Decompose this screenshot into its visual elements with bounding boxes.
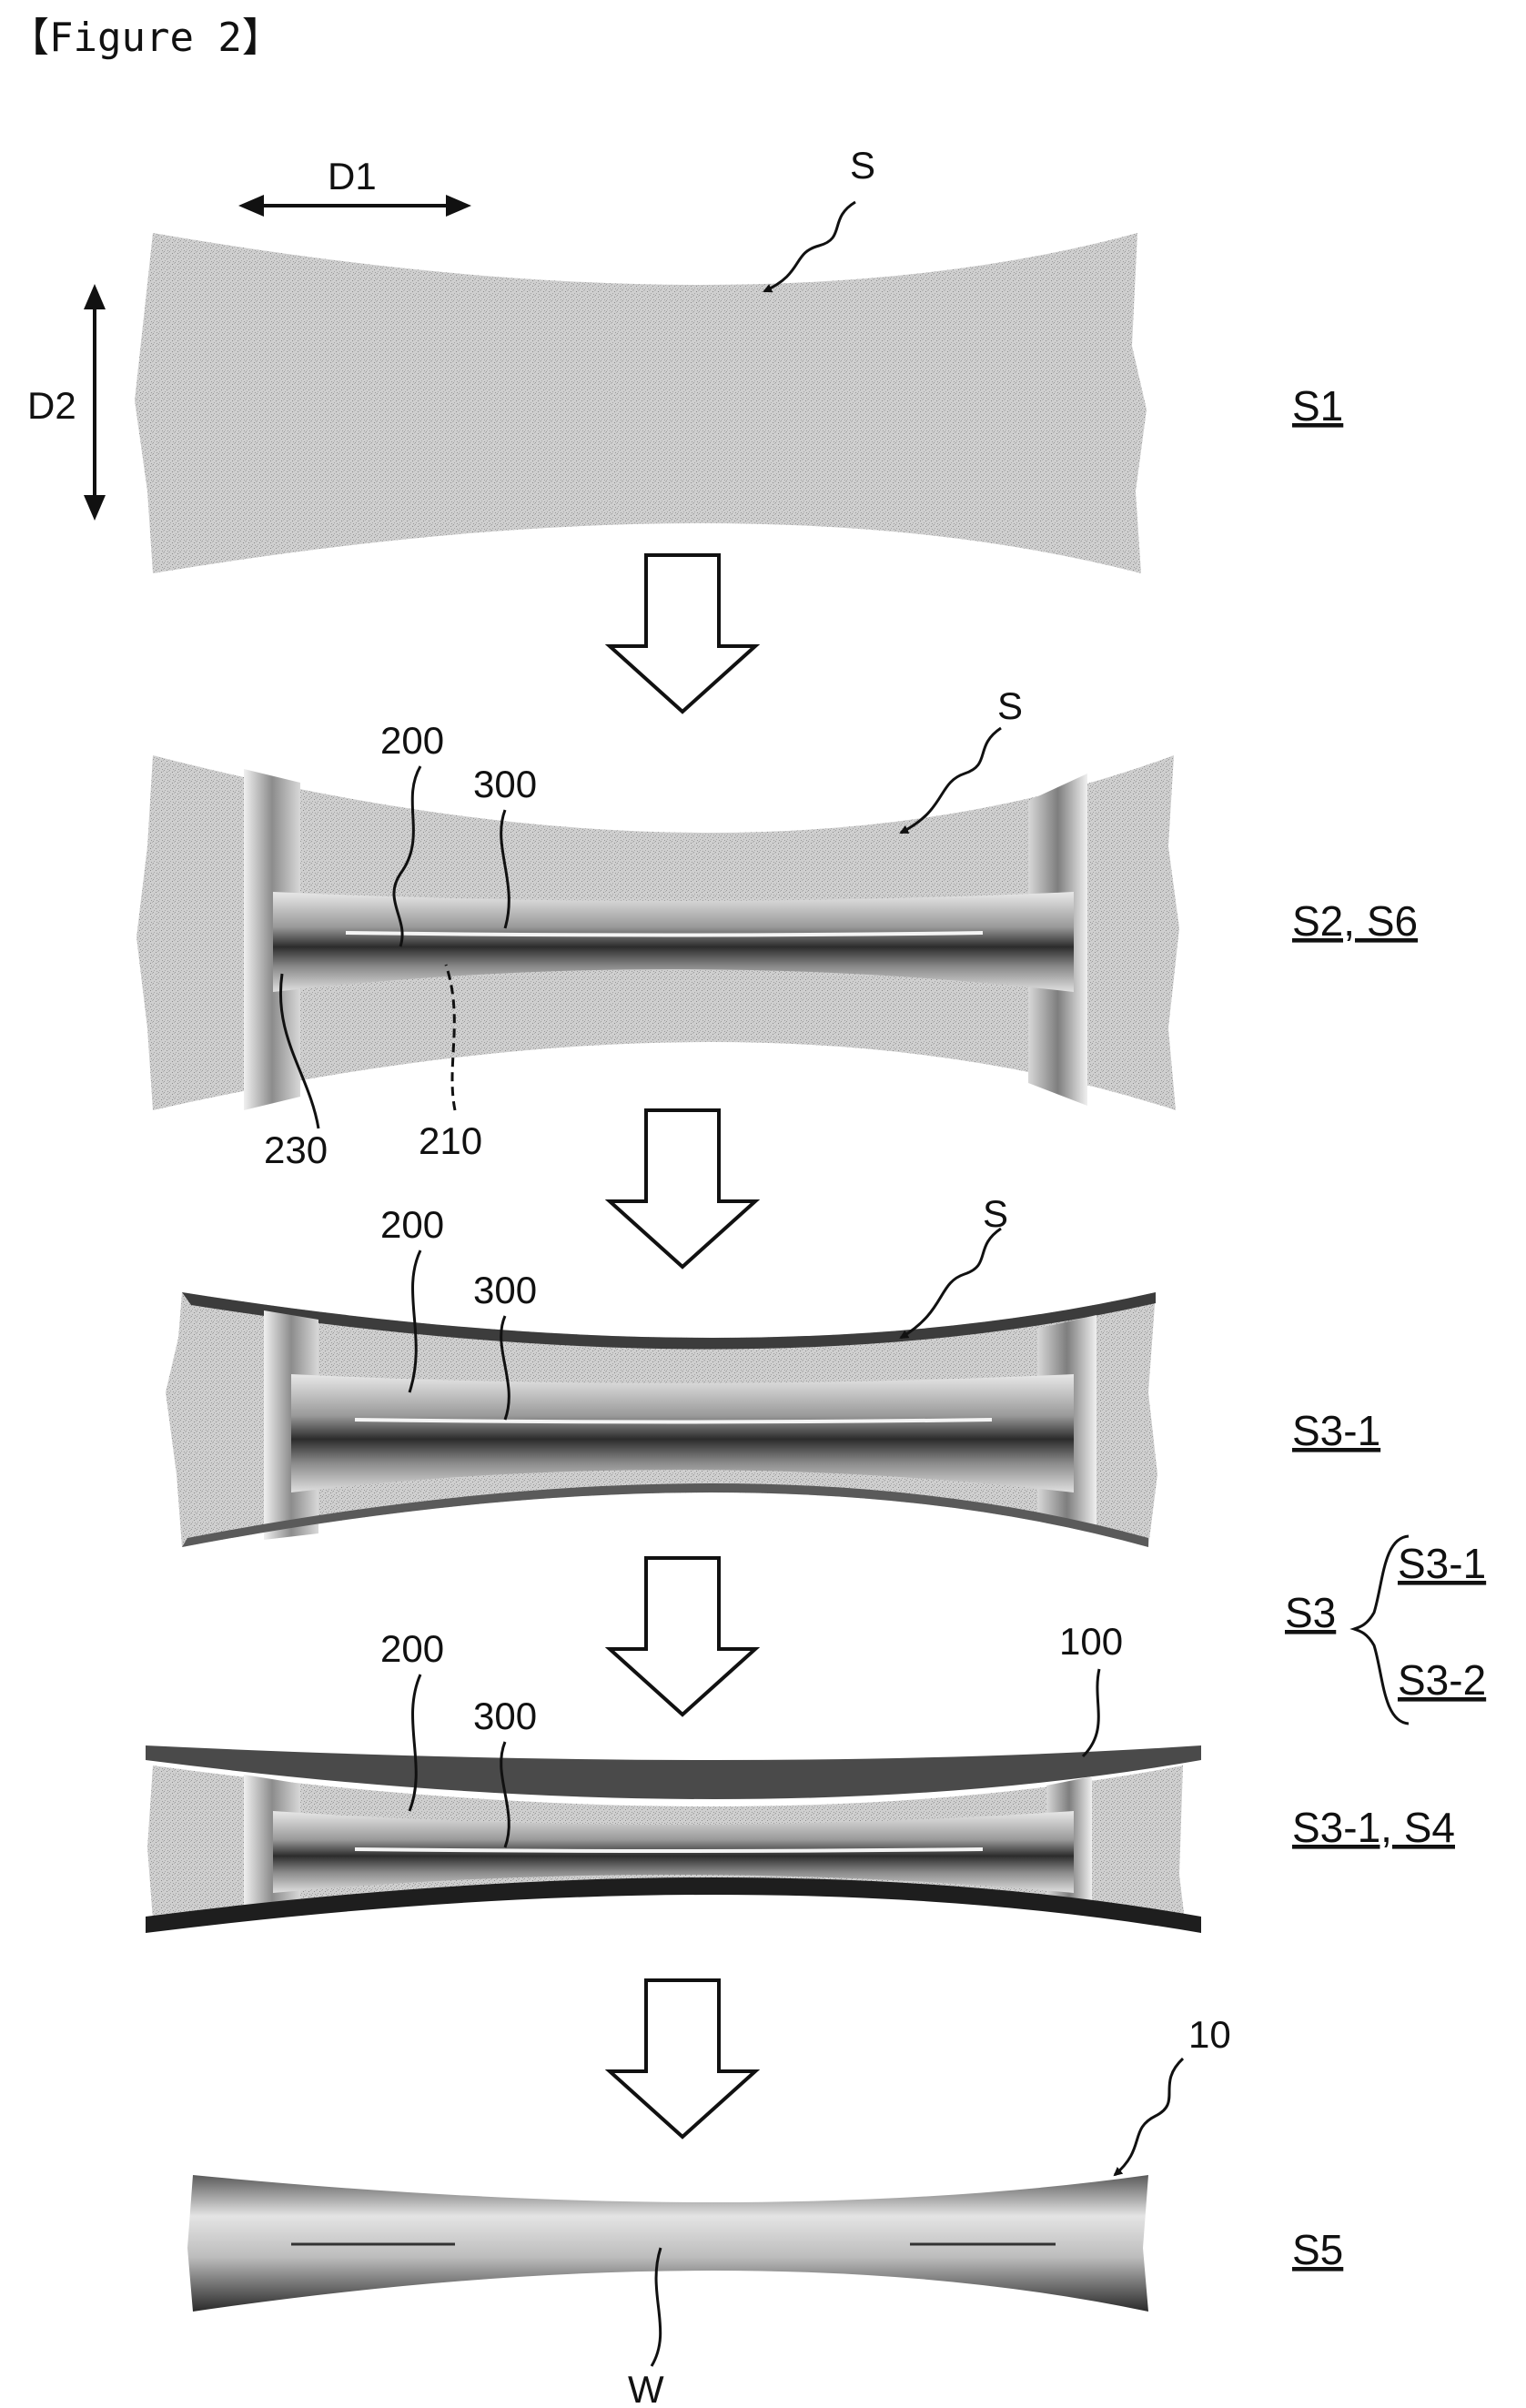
formed-sheet-with-mold-s4 bbox=[146, 1745, 1201, 1933]
ref-210-label: 210 bbox=[419, 1119, 482, 1162]
step-s3-1-sub: S3-1 bbox=[1398, 1540, 1486, 1587]
formed-sheet-s2 bbox=[136, 755, 1179, 1110]
ref-s-label-2: S bbox=[997, 684, 1023, 727]
ref-200-label-2: 200 bbox=[380, 719, 444, 762]
ref-s-label-3: S bbox=[983, 1192, 1008, 1235]
formed-sheet-s3-1 bbox=[166, 1292, 1157, 1547]
final-product-s5 bbox=[187, 2175, 1148, 2312]
flow-arrow-2 bbox=[610, 1110, 755, 1267]
ref-w-label: W bbox=[628, 2368, 664, 2408]
ref-100-label: 100 bbox=[1059, 1620, 1123, 1663]
ref-s-label-1: S bbox=[850, 144, 875, 187]
flow-arrow-3 bbox=[610, 1558, 755, 1715]
step-s3-2-sub: S3-2 bbox=[1398, 1656, 1486, 1704]
blank-sheet-s1 bbox=[135, 233, 1147, 573]
ref-200-label-3: 200 bbox=[380, 1203, 444, 1246]
ref-10-label: 10 bbox=[1188, 2013, 1231, 2056]
ref-300-label-2: 300 bbox=[473, 763, 537, 805]
ref-100-leader bbox=[1083, 1669, 1099, 1756]
direction-d1-arrow bbox=[238, 195, 471, 217]
step-s3: S3 bbox=[1285, 1589, 1336, 1636]
flow-arrow-4 bbox=[610, 1980, 755, 2137]
ref-230-label: 230 bbox=[264, 1128, 328, 1171]
step-s5: S5 bbox=[1292, 2226, 1343, 2273]
flow-arrow-1 bbox=[610, 555, 755, 712]
ref-s-leader-3 bbox=[901, 1229, 1001, 1338]
ref-s-leader-1 bbox=[764, 202, 855, 291]
direction-d1-label: D1 bbox=[328, 155, 377, 197]
ref-200-leader-4 bbox=[409, 1674, 420, 1811]
ref-300-label-3: 300 bbox=[473, 1269, 537, 1311]
ref-200-label-4: 200 bbox=[380, 1627, 444, 1670]
direction-d2-arrow bbox=[84, 284, 106, 521]
step-s1: S1 bbox=[1292, 382, 1343, 430]
step-s2-s6: S2, S6 bbox=[1292, 897, 1418, 945]
ref-10-leader bbox=[1115, 2059, 1183, 2175]
step-s3-1-s4: S3-1, S4 bbox=[1292, 1804, 1455, 1851]
step-s3-1: S3-1 bbox=[1292, 1407, 1380, 1454]
figure-title: 【Figure 2】 bbox=[9, 15, 282, 61]
ref-300-label-4: 300 bbox=[473, 1695, 537, 1737]
direction-d2-label: D2 bbox=[27, 384, 76, 427]
